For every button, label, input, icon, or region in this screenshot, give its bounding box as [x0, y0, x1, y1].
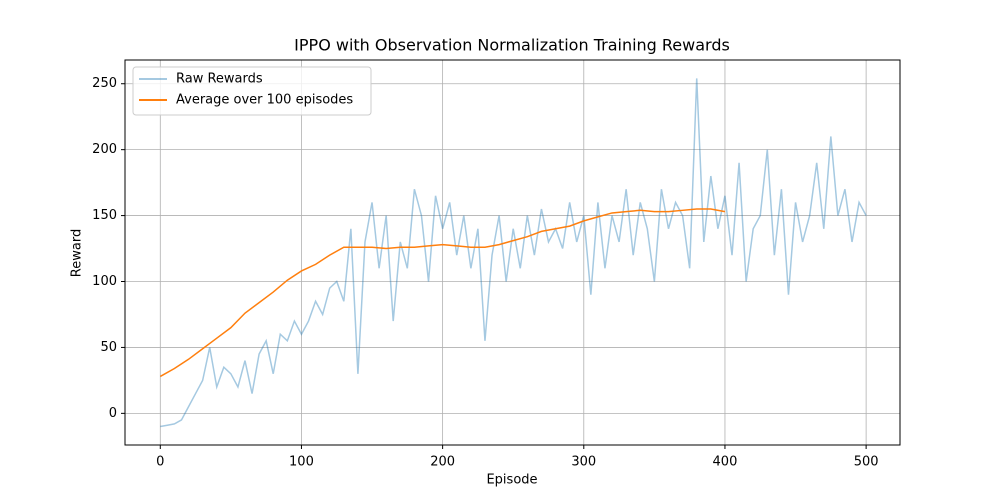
- x-tick-label: 0: [156, 455, 164, 470]
- y-tick-label: 0: [109, 406, 117, 421]
- chart-title: IPPO with Observation Normalization Trai…: [294, 36, 730, 55]
- y-tick-label: 100: [92, 274, 117, 289]
- legend: Raw Rewards Average over 100 episodes: [132, 66, 372, 116]
- y-tick-label: 50: [100, 340, 117, 355]
- x-tick-label: 300: [571, 455, 596, 470]
- legend-label: Average over 100 episodes: [176, 93, 353, 108]
- x-tick-label: 500: [854, 455, 879, 470]
- x-tick-label: 400: [713, 455, 738, 470]
- y-tick-label: 150: [92, 208, 117, 223]
- x-tick-label: 100: [289, 455, 314, 470]
- x-axis-label: Episode: [486, 473, 537, 488]
- data-line: [160, 78, 867, 428]
- data-line: [159, 208, 726, 378]
- y-tick-label: 250: [92, 76, 117, 91]
- y-axis-label: Reward: [70, 229, 85, 277]
- x-tick-label: 200: [430, 455, 455, 470]
- y-tick-label: 200: [92, 142, 117, 157]
- plot-frame: [124, 59, 901, 446]
- legend-label: Raw Rewards: [176, 72, 263, 87]
- legend-box: [132, 66, 372, 116]
